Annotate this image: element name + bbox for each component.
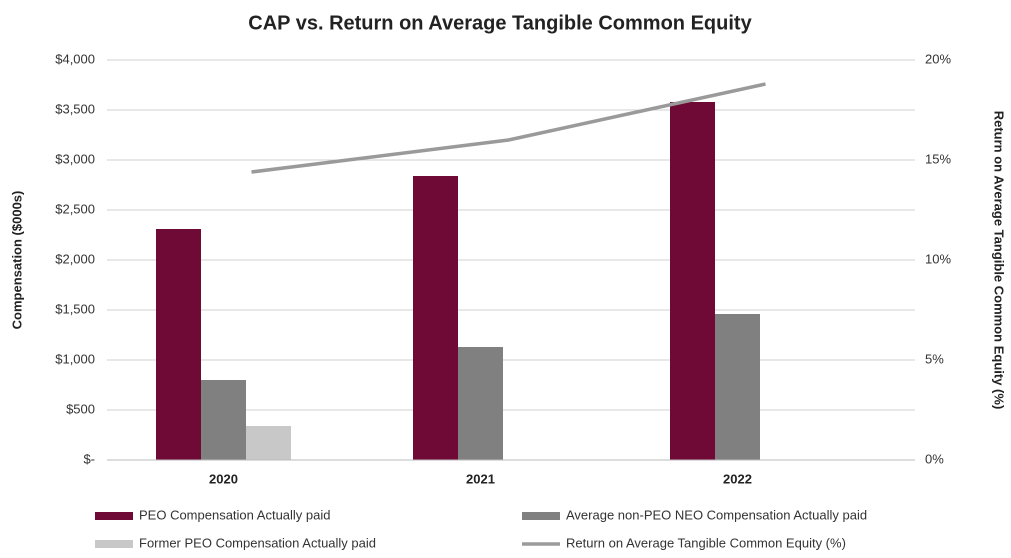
y2-tick-label: 10% bbox=[925, 251, 951, 266]
y2-tick-label: 20% bbox=[925, 51, 951, 66]
bar bbox=[201, 380, 246, 460]
bar bbox=[715, 314, 760, 460]
legend-swatch bbox=[95, 540, 133, 548]
y2-tick-label: 5% bbox=[925, 351, 944, 366]
chart-title: CAP vs. Return on Average Tangible Commo… bbox=[248, 12, 752, 34]
bar bbox=[156, 229, 201, 460]
x-tick-label: 2020 bbox=[209, 471, 238, 486]
bar bbox=[246, 426, 291, 460]
legend-label: PEO Compensation Actually paid bbox=[139, 507, 331, 522]
y-tick-label: $4,000 bbox=[55, 51, 95, 66]
y-tick-label: $1,000 bbox=[55, 351, 95, 366]
legend-swatch bbox=[522, 512, 560, 520]
y-tick-label: $- bbox=[83, 451, 95, 466]
bar bbox=[458, 347, 503, 460]
bar bbox=[413, 176, 458, 460]
line bbox=[251, 82, 766, 174]
y2-tick-label: 15% bbox=[925, 151, 951, 166]
x-tick-label: 2021 bbox=[466, 471, 495, 486]
y-axis-title: Compensation ($000s) bbox=[9, 191, 24, 330]
y2-tick-label: 0% bbox=[925, 451, 944, 466]
y-tick-label: $500 bbox=[66, 401, 95, 416]
legend-label: Former PEO Compensation Actually paid bbox=[139, 535, 376, 550]
y-tick-label: $3,500 bbox=[55, 101, 95, 116]
y-tick-label: $1,500 bbox=[55, 301, 95, 316]
legend-swatch bbox=[95, 512, 133, 520]
x-tick-label: 2022 bbox=[723, 471, 752, 486]
y2-axis-title: Return on Average Tangible Common Equity… bbox=[992, 111, 1007, 410]
y-tick-label: $2,000 bbox=[55, 251, 95, 266]
y-tick-label: $3,000 bbox=[55, 151, 95, 166]
legend-label: Return on Average Tangible Common Equity… bbox=[566, 535, 846, 550]
y-tick-label: $2,500 bbox=[55, 201, 95, 216]
legend-label: Average non-PEO NEO Compensation Actuall… bbox=[566, 507, 867, 522]
bar bbox=[670, 102, 715, 460]
